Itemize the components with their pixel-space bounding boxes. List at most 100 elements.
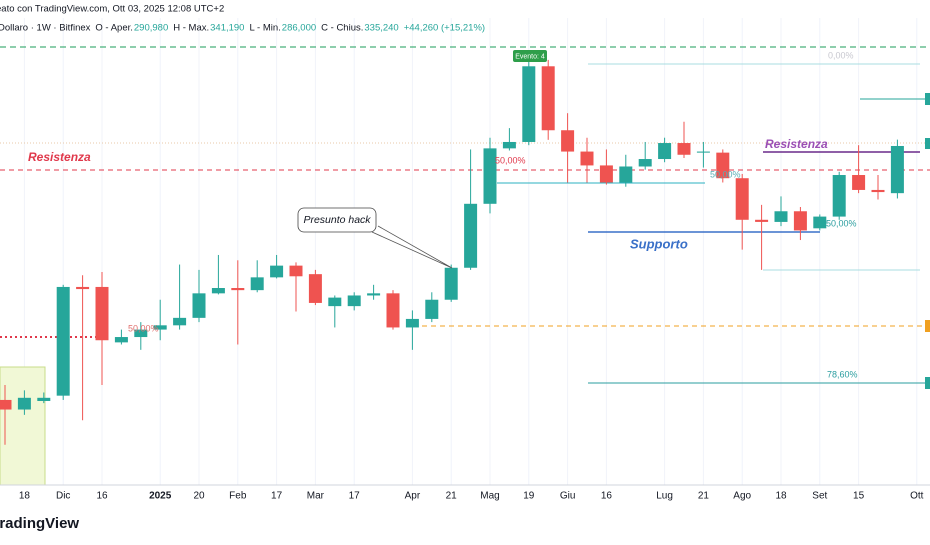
x-tick-label: Lug	[656, 491, 673, 502]
candle-body	[308, 274, 322, 303]
header-text: L - Min.	[249, 23, 280, 34]
header-credit: eato con TradingView.com, Ott 03, 2025 1…	[0, 4, 224, 15]
x-tick-label: Mag	[480, 491, 499, 502]
candle-body	[483, 148, 497, 204]
x-tick-label: Ago	[733, 491, 751, 502]
candle-body	[871, 189, 885, 193]
candle-body	[599, 165, 613, 183]
fib-label: 0,00%	[828, 50, 854, 60]
candle-body	[502, 141, 516, 149]
callout-pointer	[371, 225, 453, 269]
candle-body	[56, 286, 70, 396]
candle-body	[114, 337, 128, 343]
candle-body	[134, 329, 148, 338]
candle-body	[347, 295, 361, 307]
candle-body	[192, 293, 206, 318]
fib-label: 78,60%	[827, 369, 858, 379]
candle-body	[0, 399, 12, 410]
resistance-label: Resistenza	[765, 137, 828, 151]
candle-body	[173, 317, 187, 326]
event-badge	[513, 50, 547, 62]
candle-body	[522, 66, 536, 142]
candle-body	[386, 293, 400, 328]
candle-body	[444, 267, 458, 300]
candle-body	[231, 288, 245, 291]
header-text: Dollaro · 1W · Bitfinex	[0, 23, 91, 34]
grid	[23, 18, 918, 485]
support-label: Supporto	[630, 236, 688, 251]
candle-body	[270, 265, 284, 278]
fib-label: 50,00%	[495, 155, 526, 165]
header-text: H - Max.	[173, 23, 209, 34]
x-tick-label: 15	[853, 491, 865, 502]
fib-label: 50,00%	[826, 218, 857, 228]
candle-body	[37, 397, 51, 402]
candle-body	[658, 143, 672, 160]
header-text: O - Aper.	[95, 23, 133, 34]
candle-body	[405, 318, 419, 328]
fib-label: 50,00%	[128, 323, 159, 333]
x-tick-label: 21	[698, 491, 710, 502]
x-tick-label: Mar	[307, 491, 325, 502]
candle-body	[425, 299, 439, 319]
x-tick-label: 16	[601, 491, 613, 502]
candle-body	[774, 211, 788, 222]
candle-body	[211, 288, 225, 294]
candle-body	[541, 66, 555, 131]
fib-label: 50,00%	[710, 169, 741, 179]
candle-body	[696, 151, 710, 153]
x-tick-label: Ott	[910, 491, 924, 502]
candle-body	[95, 286, 109, 341]
x-tick-label: 2025	[149, 491, 172, 502]
header-text: 286,000	[282, 23, 316, 34]
x-tick-label: 18	[775, 491, 787, 502]
candle-body	[677, 143, 691, 155]
price-marker	[925, 320, 930, 332]
candle-body	[153, 325, 167, 330]
candle-body	[638, 159, 652, 167]
candle-body	[76, 286, 90, 290]
header-text: +44,260 (+15,21%)	[404, 23, 485, 34]
x-tick-label: Dic	[56, 491, 70, 502]
candle-body	[328, 297, 342, 307]
event-label: Evento: 4	[515, 53, 545, 60]
price-marker	[925, 93, 930, 105]
candle-body	[735, 178, 749, 220]
x-tick-label: 17	[349, 491, 361, 502]
candle-body	[813, 216, 827, 229]
candle-body	[755, 219, 769, 222]
header-text: 335,240	[364, 23, 398, 34]
candle-body	[561, 130, 575, 152]
x-tick-label: 17	[271, 491, 283, 502]
header-text: C - Chius.	[321, 23, 363, 34]
price-marker	[925, 377, 930, 389]
candle-body	[793, 211, 807, 231]
candle-body	[832, 175, 846, 217]
callout-box	[297, 207, 377, 233]
header-text: 290,980	[134, 23, 168, 34]
candle-body	[464, 203, 478, 268]
x-tick-label: 19	[523, 491, 535, 502]
highlight-box	[0, 366, 46, 486]
resistance-label: Resistenza	[28, 150, 91, 164]
header-text: 341,190	[210, 23, 244, 34]
price-marker	[925, 138, 930, 149]
watermark: TradingView	[0, 515, 79, 532]
candle-body	[890, 145, 904, 194]
callout-text: Presunto hack	[303, 214, 371, 226]
x-tick-label: 16	[96, 491, 108, 502]
candle-body	[619, 166, 633, 183]
candle-body	[17, 397, 31, 410]
x-axis-labels: 18 Dic 16 2025 20 Feb 17 Mar 17 Apr 21 Mag 19 Giu 16 Lu…	[19, 491, 924, 502]
x-tick-label: Feb	[229, 491, 247, 502]
x-tick-label: 18	[19, 491, 31, 502]
x-tick-label: Giu	[560, 491, 576, 502]
candle-body	[580, 151, 594, 166]
x-tick-label: 21	[446, 491, 458, 502]
x-tick-label: Apr	[405, 491, 421, 502]
header-ohlc: Dollaro · 1W · Bitfinex O - Aper. 290,980 H…	[0, 23, 485, 34]
x-tick-label: 20	[193, 491, 205, 502]
candle-body	[852, 175, 866, 190]
candle-body	[289, 265, 303, 277]
